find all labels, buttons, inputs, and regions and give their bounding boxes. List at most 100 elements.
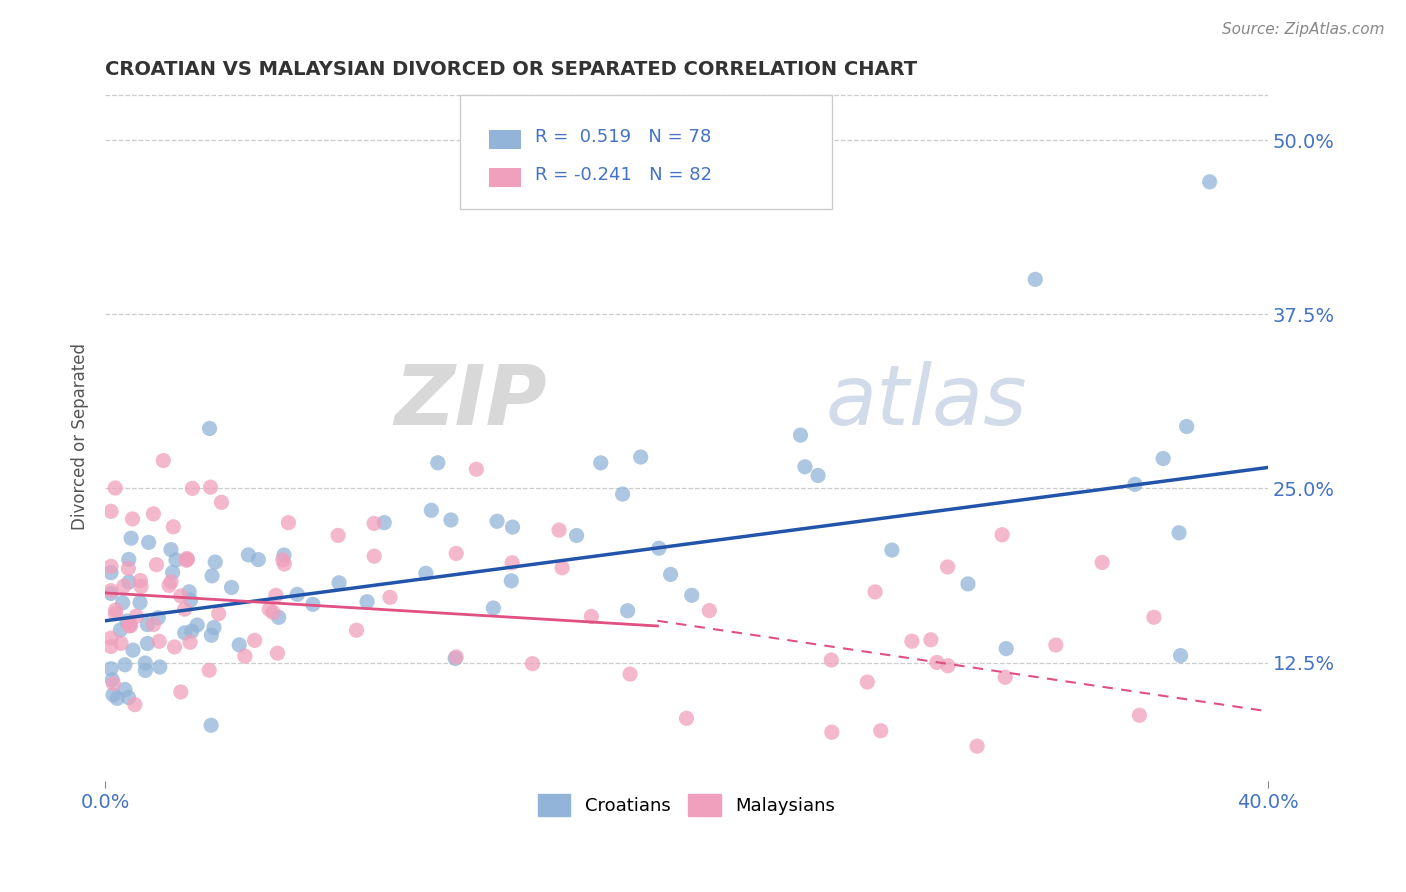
Point (995, 641, 1018, 656)
Point (925, 656, 948, 670)
Point (501, 556, 523, 570)
Point (1143, 610, 1166, 624)
Point (1168, 525, 1191, 540)
Point (856, 675, 879, 690)
Point (271, 553, 294, 567)
Point (233, 649, 256, 664)
Point (247, 552, 270, 566)
Point (863, 585, 886, 599)
Point (101, 673, 124, 687)
Point (966, 739, 988, 754)
Point (259, 602, 281, 616)
Point (134, 656, 156, 670)
Point (356, 595, 378, 609)
Point (238, 548, 260, 562)
Point (415, 566, 437, 581)
Point (1170, 648, 1192, 663)
Point (100, 586, 122, 600)
Point (118, 552, 141, 566)
Point (277, 516, 299, 530)
Point (176, 551, 198, 566)
Point (121, 512, 143, 526)
Point (267, 610, 290, 624)
Point (149, 660, 172, 674)
Point (378, 591, 401, 605)
Point (100, 566, 122, 580)
Point (328, 575, 350, 590)
Point (936, 560, 959, 574)
Point (648, 541, 671, 556)
Point (548, 523, 571, 537)
Point (114, 682, 136, 697)
Point (936, 658, 959, 673)
Point (675, 711, 697, 725)
Point (326, 528, 349, 542)
Point (129, 596, 152, 610)
Point (266, 646, 288, 660)
Point (100, 559, 122, 574)
Point (104, 481, 127, 495)
Point (262, 606, 284, 620)
Point (163, 640, 186, 654)
Point (100, 662, 122, 676)
Point (1175, 419, 1198, 434)
Point (659, 567, 682, 582)
Point (152, 453, 174, 467)
Point (157, 578, 180, 592)
Point (186, 618, 208, 632)
Point (111, 596, 134, 610)
Point (501, 574, 523, 588)
Point (630, 450, 652, 464)
Point (465, 462, 488, 476)
Point (302, 598, 325, 612)
Point (920, 632, 942, 647)
Point (136, 617, 159, 632)
Point (201, 569, 224, 583)
Point (681, 588, 703, 602)
Point (200, 628, 222, 642)
Point (901, 634, 924, 648)
Point (1024, 272, 1046, 286)
Point (117, 561, 139, 575)
Point (551, 561, 574, 575)
Point (122, 643, 145, 657)
Point (273, 557, 295, 571)
Point (202, 621, 225, 635)
Point (440, 513, 463, 527)
FancyBboxPatch shape (460, 95, 832, 209)
Point (160, 574, 183, 589)
Point (807, 468, 830, 483)
Point (162, 566, 184, 580)
Point (165, 553, 187, 567)
Point (486, 514, 509, 528)
Point (285, 587, 308, 601)
Point (118, 574, 141, 589)
Point (363, 516, 385, 531)
Point (1152, 451, 1174, 466)
Point (1198, 175, 1220, 189)
Point (420, 503, 443, 517)
Point (145, 558, 167, 572)
Point (101, 688, 124, 702)
Point (118, 616, 141, 631)
Point (142, 617, 165, 632)
Point (956, 577, 979, 591)
Point (170, 589, 193, 603)
Point (994, 670, 1017, 684)
Point (204, 555, 226, 569)
Point (200, 480, 222, 494)
Point (1128, 708, 1150, 723)
Point (100, 583, 122, 598)
Point (120, 531, 142, 545)
Point (118, 619, 141, 633)
Text: atlas: atlas (825, 361, 1028, 442)
Point (619, 667, 641, 681)
Point (136, 636, 159, 650)
Point (173, 602, 195, 616)
Point (134, 664, 156, 678)
Point (581, 609, 603, 624)
Point (105, 691, 128, 706)
Point (180, 593, 202, 607)
Point (820, 653, 842, 667)
Point (1123, 477, 1146, 491)
